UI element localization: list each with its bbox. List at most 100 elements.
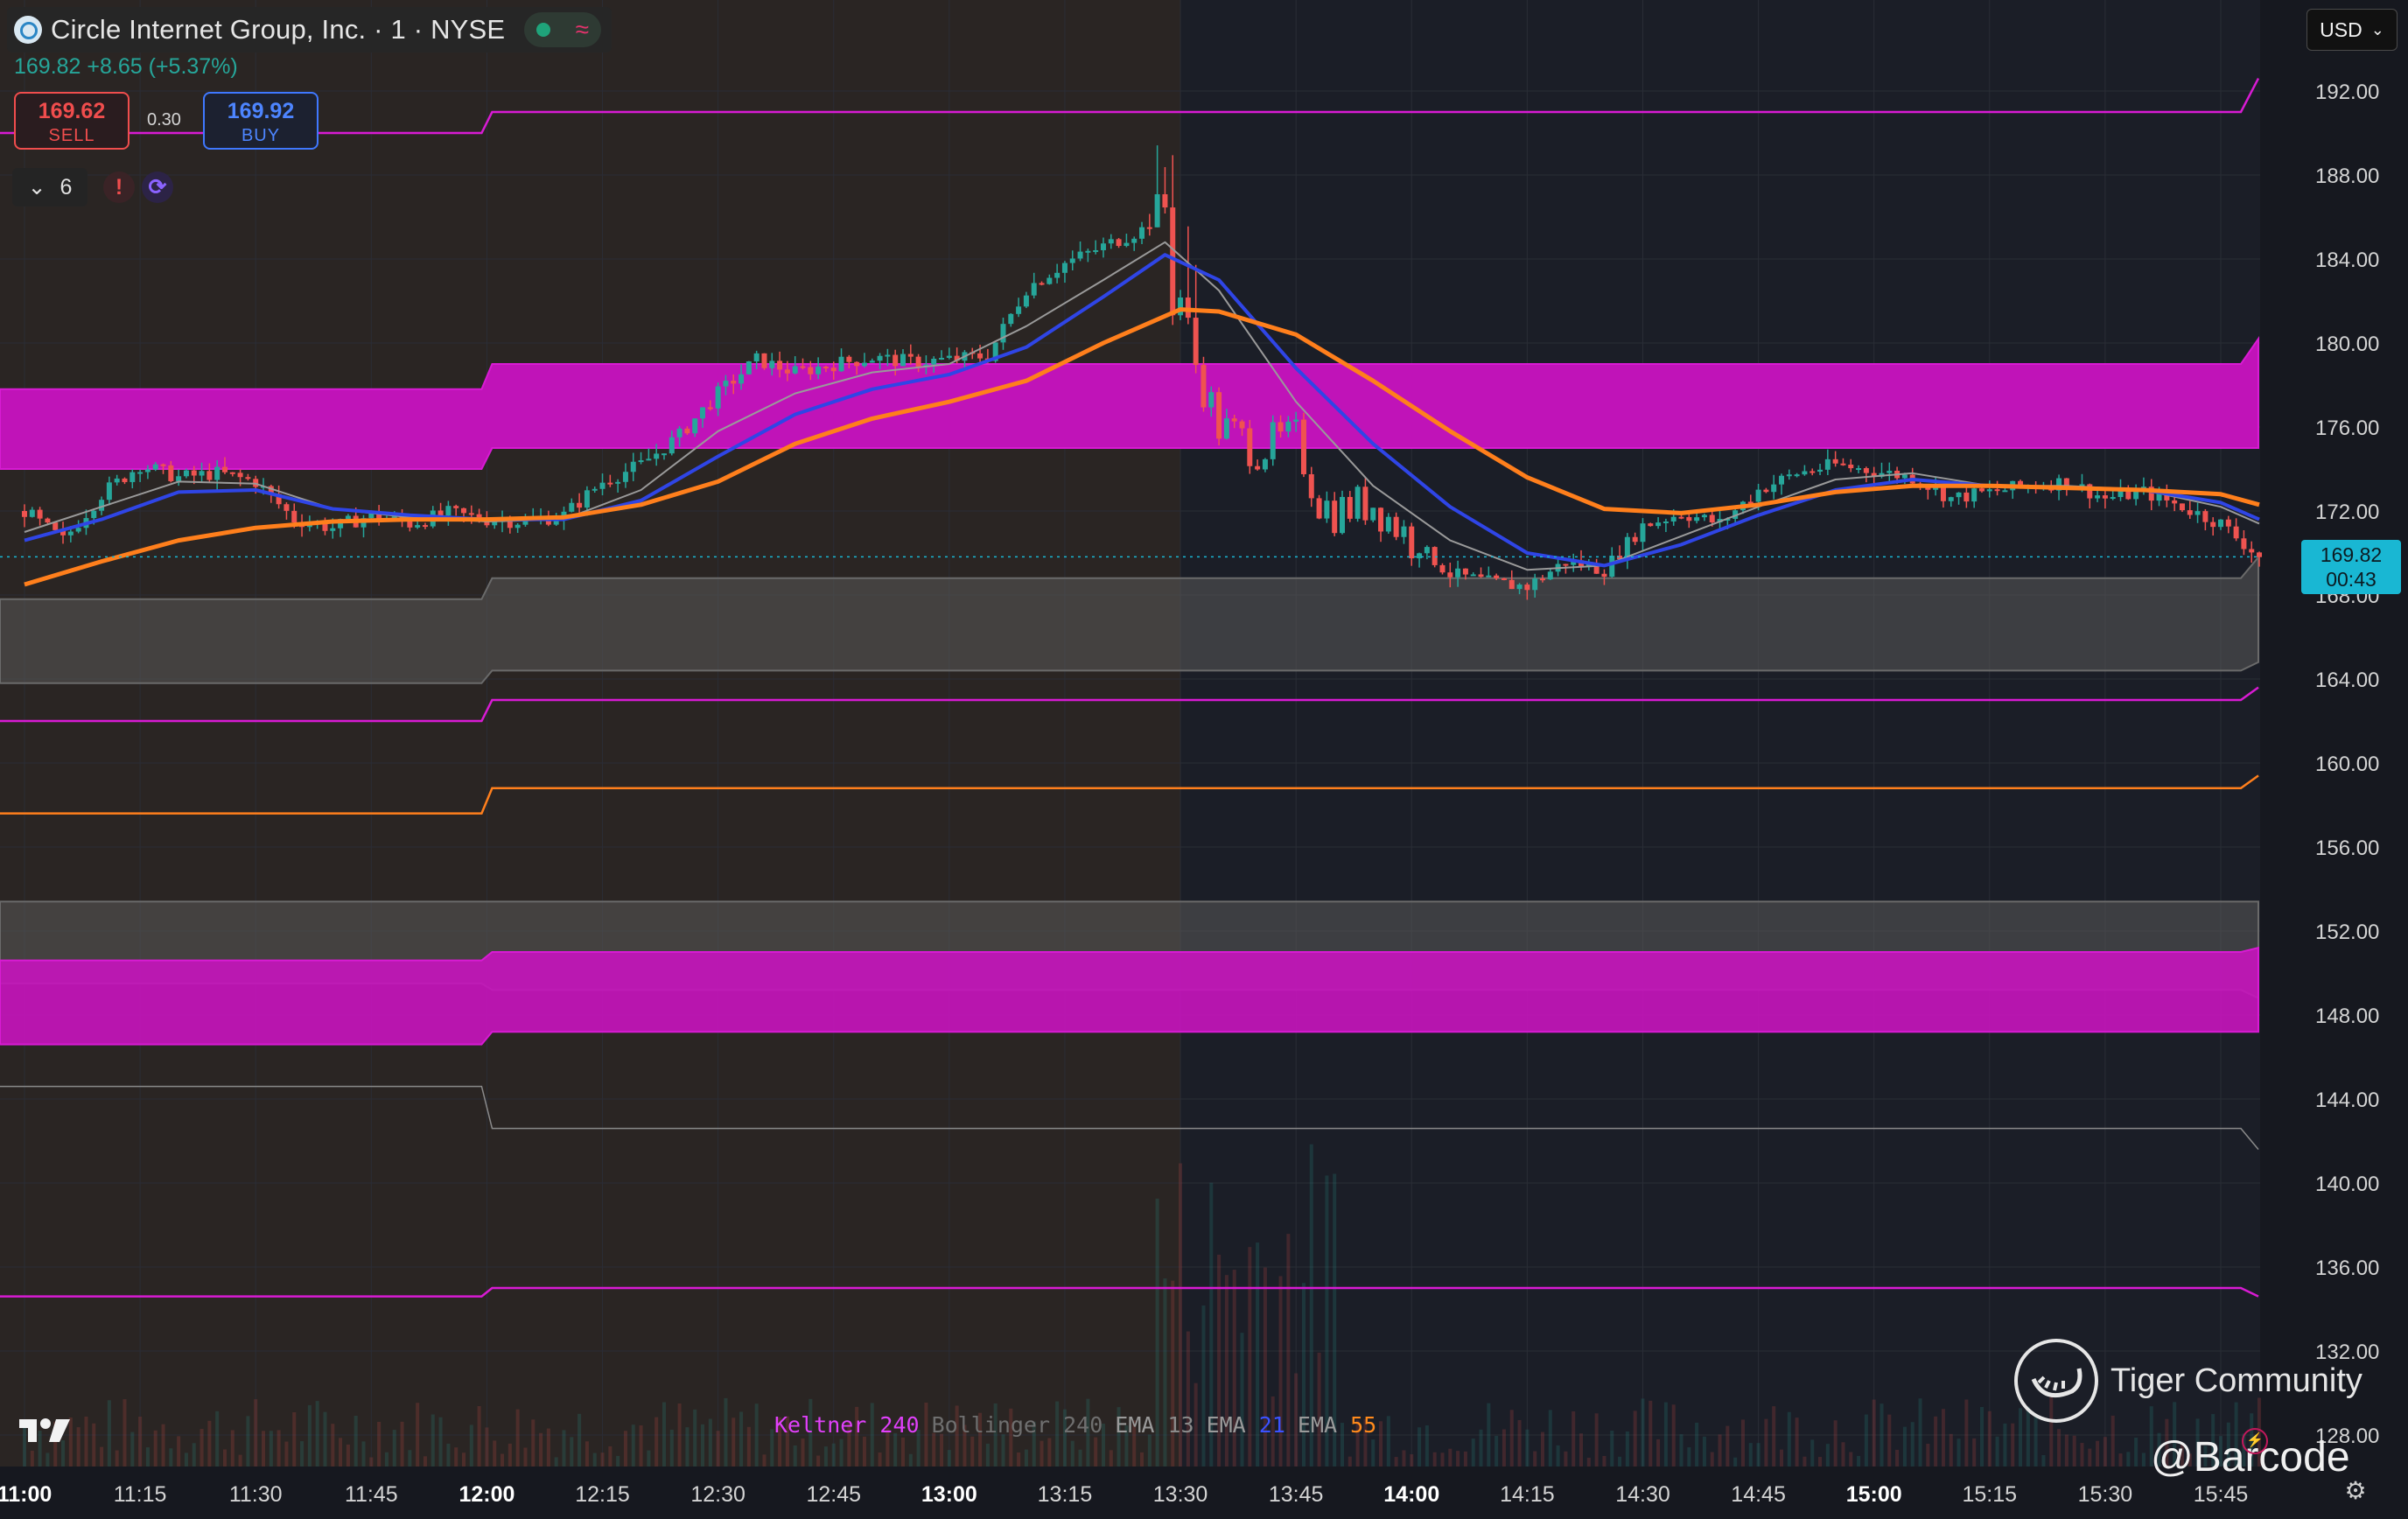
candle-body bbox=[731, 381, 737, 384]
volume-bar bbox=[2141, 1452, 2146, 1466]
volume-bar bbox=[1440, 1452, 1445, 1466]
price-quote: 169.82 +8.65 (+5.37%) bbox=[14, 54, 238, 80]
indicators-collapse-toggle[interactable]: ⌄ 6 bbox=[12, 168, 88, 206]
volume-bar bbox=[1509, 1410, 1514, 1466]
ema21-line bbox=[24, 253, 2260, 568]
volume-bar bbox=[392, 1430, 396, 1466]
candle-body bbox=[2087, 484, 2093, 499]
volume-bar bbox=[438, 1417, 443, 1466]
volume-bar bbox=[1710, 1452, 1714, 1466]
warning-icon[interactable]: ! bbox=[103, 172, 135, 203]
legend-item[interactable]: EMA 13 bbox=[1115, 1412, 1194, 1438]
lightning-icon[interactable]: ⚡ bbox=[2242, 1428, 2268, 1454]
volume-bar bbox=[1748, 1443, 1753, 1466]
volume-bar bbox=[654, 1417, 659, 1466]
candle-body bbox=[1247, 428, 1253, 466]
buy-button[interactable]: 169.92 BUY bbox=[203, 92, 318, 150]
volume-bar bbox=[30, 1450, 34, 1466]
candle-body bbox=[1470, 574, 1476, 577]
candle-body bbox=[2194, 511, 2201, 515]
volume-bar bbox=[1494, 1435, 1499, 1466]
price-tick-label: 172.00 bbox=[2315, 500, 2379, 524]
refresh-icon[interactable]: ⟳ bbox=[142, 172, 173, 203]
sell-button[interactable]: 169.62 SELL bbox=[14, 92, 130, 150]
legend-item[interactable]: EMA 21 bbox=[1207, 1412, 1285, 1438]
keltner-upper-band bbox=[0, 336, 2259, 470]
volume-bar bbox=[2165, 1418, 2169, 1466]
candle-body bbox=[168, 465, 174, 481]
symbol-header[interactable]: Circle Internet Group, Inc. · 1 · NYSE ≈ bbox=[7, 7, 612, 52]
volume-bar bbox=[1109, 1450, 1113, 1466]
market-open-dot-icon bbox=[536, 23, 551, 37]
candle-body bbox=[99, 500, 105, 511]
candle-body bbox=[1385, 516, 1391, 532]
candle-body bbox=[1008, 313, 1014, 325]
volume-bar bbox=[1124, 1425, 1129, 1466]
volume-bar bbox=[2096, 1440, 2100, 1466]
candle-body bbox=[1547, 571, 1553, 580]
candle-body bbox=[106, 482, 112, 500]
candle-body bbox=[1061, 262, 1068, 273]
volume-bar bbox=[1556, 1445, 1560, 1466]
volume-bar bbox=[962, 1424, 967, 1466]
volume-bar bbox=[1780, 1449, 1783, 1466]
volume-bar bbox=[1895, 1449, 1900, 1466]
candle-body bbox=[622, 472, 628, 482]
legend-name: Keltner bbox=[774, 1412, 867, 1438]
candle-body bbox=[345, 515, 351, 520]
market-status-pill[interactable]: ≈ bbox=[524, 12, 602, 47]
volume-bar bbox=[408, 1450, 412, 1466]
volume-bar bbox=[500, 1453, 505, 1466]
candle-body bbox=[1501, 578, 1507, 580]
volume-bar bbox=[115, 1450, 119, 1466]
candle-body bbox=[330, 528, 336, 531]
candle-body bbox=[1662, 522, 1669, 524]
legend-item[interactable]: Bollinger 240 bbox=[932, 1412, 1103, 1438]
volume-bar bbox=[192, 1443, 196, 1466]
candle-body bbox=[1417, 553, 1423, 559]
candle-body bbox=[2218, 519, 2223, 528]
legend-item[interactable]: EMA 55 bbox=[1298, 1412, 1376, 1438]
candle-body bbox=[2172, 500, 2178, 504]
legend-param: 21 bbox=[1245, 1412, 1285, 1438]
candle-body bbox=[1747, 501, 1754, 504]
currency-selector[interactable]: USD ⌄ bbox=[2306, 9, 2398, 51]
candle-body bbox=[1810, 471, 1816, 473]
candle-body bbox=[1640, 523, 1646, 542]
price-tick-label: 156.00 bbox=[2315, 836, 2379, 860]
volume-bar bbox=[2180, 1442, 2184, 1466]
candle-body bbox=[453, 506, 459, 508]
candle-body bbox=[445, 506, 452, 516]
time-tick-label: 14:00 bbox=[1383, 1482, 1439, 1507]
candle-body bbox=[422, 525, 428, 528]
volume-bar bbox=[1618, 1456, 1622, 1466]
candle-body bbox=[1278, 422, 1284, 432]
volume-bar bbox=[831, 1443, 836, 1466]
volume-bar bbox=[2041, 1454, 2046, 1466]
volume-bar bbox=[647, 1450, 651, 1466]
legend-item[interactable]: Keltner 240 bbox=[774, 1412, 920, 1438]
candle-body bbox=[1432, 547, 1438, 565]
candle-body bbox=[1524, 584, 1530, 591]
volume-bar bbox=[701, 1424, 705, 1466]
volume-bar bbox=[1857, 1455, 1861, 1466]
time-tick-label: 14:30 bbox=[1615, 1482, 1670, 1507]
legend-name: EMA bbox=[1115, 1412, 1155, 1438]
time-tick-label: 12:00 bbox=[458, 1482, 514, 1507]
candle-body bbox=[1978, 488, 1984, 492]
candle-body bbox=[221, 466, 228, 472]
candle-body bbox=[808, 367, 814, 374]
volume-bar bbox=[932, 1432, 936, 1466]
tradingview-logo-icon[interactable] bbox=[18, 1416, 72, 1446]
candle-body bbox=[1609, 556, 1615, 578]
volume-bar bbox=[2019, 1408, 2023, 1466]
settings-gear-icon[interactable]: ⚙ bbox=[2344, 1477, 2367, 1504]
volume-bar bbox=[2103, 1437, 2107, 1466]
price-axis-labels: 192.00188.00184.00180.00176.00172.00168.… bbox=[2315, 80, 2379, 1448]
candle-body bbox=[1193, 318, 1199, 366]
keltner-lower-band bbox=[0, 946, 2259, 1046]
candle-body bbox=[183, 470, 189, 477]
candle-body bbox=[2148, 486, 2154, 501]
volume-bar bbox=[68, 1417, 73, 1466]
